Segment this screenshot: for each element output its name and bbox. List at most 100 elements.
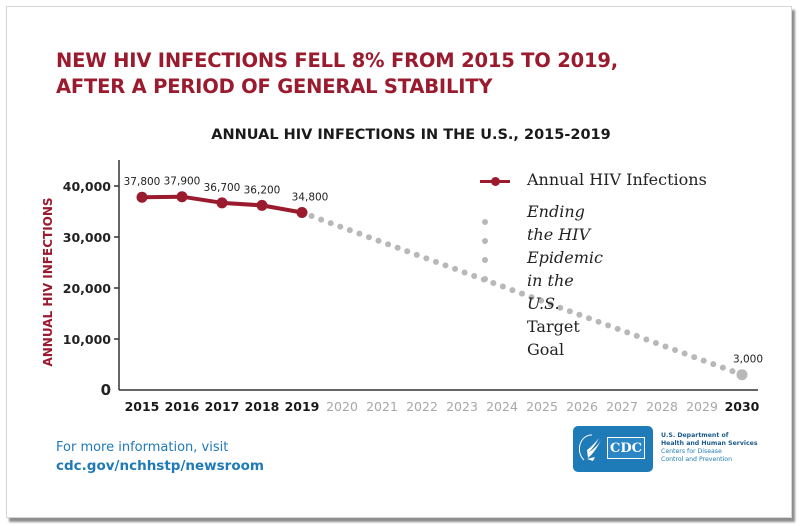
x-tick-label: 2029 (686, 399, 718, 414)
x-tick-label: 2027 (606, 399, 638, 414)
y-tick-label: 0 (101, 381, 111, 399)
target-dot (691, 354, 698, 361)
x-tick-label: 2019 (285, 399, 320, 414)
target-dot (452, 265, 459, 272)
x-tick-label: 2020 (326, 399, 358, 414)
y-axis-label: ANNUAL HIV INFECTIONS (41, 197, 55, 366)
target-dot (385, 241, 392, 248)
data-label: 36,700 (204, 182, 241, 194)
data-label: 37,900 (164, 176, 201, 188)
headline-line-2: AFTER A PERIOD OF GENERAL STABILITY (56, 75, 493, 98)
target-dot (710, 361, 717, 368)
data-point (136, 191, 148, 203)
y-tick-label: 30,000 (63, 230, 112, 245)
target-dot (413, 251, 420, 258)
target-dot (605, 322, 612, 329)
target-dot (585, 315, 592, 322)
target-dot (404, 248, 411, 255)
target-dot (432, 258, 439, 265)
x-ticks: 2015 2016 2017 2018 2019 2020 2021 2022 2023 2024… (125, 399, 760, 414)
target-dot (538, 297, 545, 304)
newsroom-link[interactable]: cdc.gov/nchhstp/newsroom (56, 458, 264, 474)
target-dot (633, 332, 640, 339)
target-dot (365, 234, 372, 241)
target-dot (700, 357, 707, 364)
x-tick-label: 2015 (125, 399, 160, 414)
data-point (256, 199, 268, 211)
axes (118, 160, 758, 391)
x-tick-label: 2030 (725, 399, 760, 414)
target-dot (318, 216, 325, 223)
target-dot (308, 213, 315, 220)
data-label: 37,800 (124, 176, 161, 188)
target-dot (681, 350, 688, 357)
x-tick-label: 2016 (165, 399, 200, 414)
target-dot (471, 272, 478, 279)
x-tick-label: 2025 (526, 399, 558, 414)
target-dot (547, 301, 554, 308)
target-dot (499, 283, 506, 290)
data-label-target: 3,000 (733, 354, 763, 366)
headline-line-1: NEW HIV INFECTIONS FELL 8% FROM 2015 TO … (56, 49, 618, 72)
target-dot (394, 244, 401, 251)
hhs-cdc-logo: CDC (573, 426, 653, 472)
agency-name: U.S. Department of Health and Human Serv… (661, 432, 758, 463)
target-dot (356, 230, 363, 237)
data-point (216, 197, 228, 209)
target-dot (509, 287, 516, 294)
x-tick-label: 2021 (366, 399, 398, 414)
target-dot (327, 220, 334, 227)
target-dot (576, 311, 583, 318)
x-tick-label: 2018 (245, 399, 280, 414)
target-dot (528, 294, 535, 301)
headline: NEW HIV INFECTIONS FELL 8% FROM 2015 TO … (56, 48, 618, 100)
chart-title: ANNUAL HIV INFECTIONS IN THE U.S., 2015-… (211, 127, 611, 143)
annual-infections-series (136, 191, 308, 219)
target-dot (519, 290, 525, 297)
x-tick-label: 2024 (486, 399, 518, 414)
target-dot (672, 347, 679, 354)
legend-dotted-swatch (482, 210, 491, 286)
y-tick-label: 20,000 (63, 281, 112, 296)
target-dot (566, 308, 573, 315)
data-point (176, 191, 188, 203)
x-tick-label: 2023 (446, 399, 478, 414)
target-dot (643, 336, 650, 343)
target-dot (624, 329, 631, 336)
target-dot (736, 369, 748, 381)
target-dot (719, 364, 726, 371)
y-tick-label: 40,000 (63, 179, 112, 194)
target-dot (375, 237, 382, 244)
target-dot (595, 318, 602, 325)
y-tick-label: 10,000 (63, 332, 112, 347)
cdc-wordmark: CDC (607, 437, 645, 459)
target-dot (490, 280, 497, 287)
target-dot (337, 223, 344, 230)
target-dot (652, 339, 659, 346)
x-tick-label: 2028 (646, 399, 678, 414)
target-dot (729, 368, 736, 375)
target-goal-series (308, 213, 748, 381)
infographic-card (6, 6, 792, 518)
legend-marker-swatch (491, 177, 500, 186)
data-label: 36,200 (244, 184, 281, 196)
footer-info: For more information, visit cdc.gov/nchh… (56, 438, 264, 476)
target-dot (662, 343, 669, 350)
legend-label-annual: Annual HIV Infections (527, 170, 707, 189)
target-dot (614, 325, 621, 332)
legend-label-target: Ending the HIV Epidemic in the U.S. Targ… (527, 202, 603, 359)
target-dot (461, 269, 468, 276)
target-dot (557, 304, 564, 311)
x-tick-label: 2017 (205, 399, 240, 414)
data-point (296, 207, 308, 219)
target-dot (346, 227, 353, 234)
hhs-eagle-icon (579, 434, 601, 461)
footer-line: For more information, visit (56, 440, 229, 455)
data-label: 34,800 (292, 192, 329, 204)
y-ticks: 0 10,000 20,000 30,000 40,000 (63, 179, 119, 399)
target-dot (423, 255, 430, 262)
x-tick-label: 2026 (566, 399, 598, 414)
x-tick-label: 2022 (406, 399, 438, 414)
